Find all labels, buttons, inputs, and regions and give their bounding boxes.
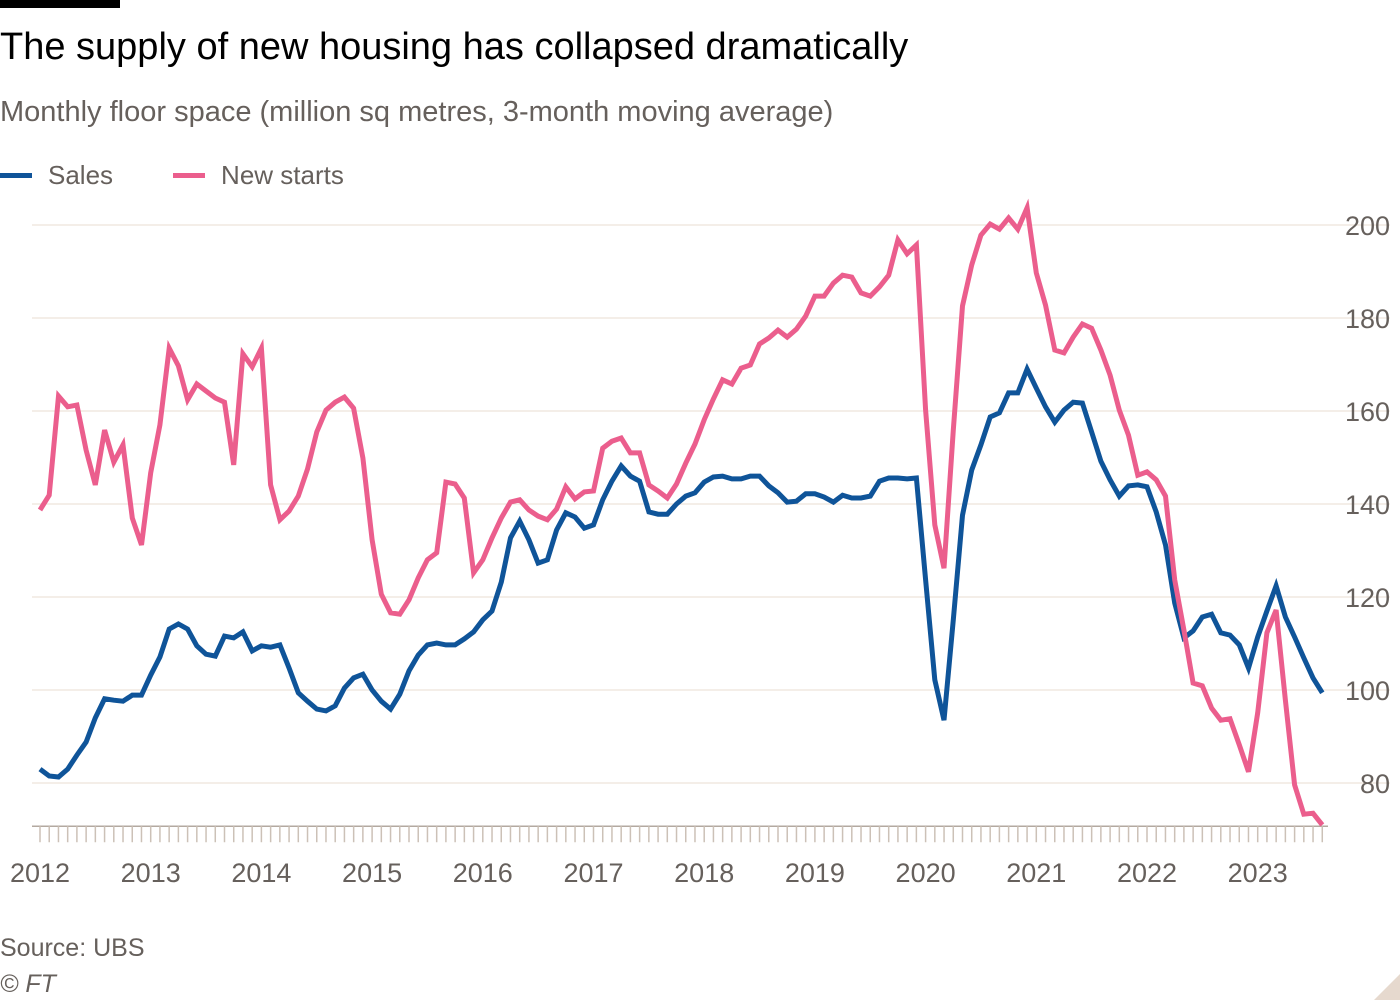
legend-label-new-starts: New starts	[221, 160, 344, 190]
y-tick-label: 140	[1345, 490, 1390, 520]
ft-top-bar	[0, 0, 120, 8]
x-tick-label: 2023	[1228, 858, 1288, 888]
x-tick-label: 2018	[674, 858, 734, 888]
source-note: Source: UBS	[0, 934, 145, 962]
x-tick-label: 2015	[342, 858, 402, 888]
legend-item-sales: Sales	[0, 160, 113, 191]
y-tick-label: 80	[1360, 769, 1390, 799]
x-tick-label: 2017	[563, 858, 623, 888]
copyright-note: © FT	[0, 970, 56, 998]
y-tick-label: 120	[1345, 583, 1390, 613]
x-tick-label: 2012	[10, 858, 70, 888]
y-tick-label: 160	[1345, 397, 1390, 427]
legend-label-sales: Sales	[48, 160, 114, 190]
legend-swatch-new-starts	[173, 173, 206, 178]
x-tick-label: 2022	[1117, 858, 1177, 888]
chart-subtitle: Monthly floor space (million sq metres, …	[0, 96, 834, 128]
series-line-sales	[38, 362, 1325, 780]
x-tick-label: 2013	[121, 858, 181, 888]
x-tick-label: 2021	[1006, 858, 1066, 888]
x-tick-label: 2020	[896, 858, 956, 888]
y-tick-label: 100	[1345, 676, 1390, 706]
chart-title: The supply of new housing has collapsed …	[0, 26, 909, 68]
legend: Sales New starts	[0, 160, 344, 191]
resize-corner-icon	[1374, 974, 1400, 1000]
y-tick-label: 200	[1345, 211, 1390, 241]
x-tick-label: 2019	[785, 858, 845, 888]
x-tick-label: 2016	[453, 858, 513, 888]
legend-item-new-starts: New starts	[173, 160, 344, 191]
y-tick-label: 180	[1345, 304, 1390, 334]
series-line-new-starts	[37, 198, 1325, 827]
legend-swatch-sales	[0, 173, 32, 178]
x-tick-label: 2014	[231, 858, 291, 888]
